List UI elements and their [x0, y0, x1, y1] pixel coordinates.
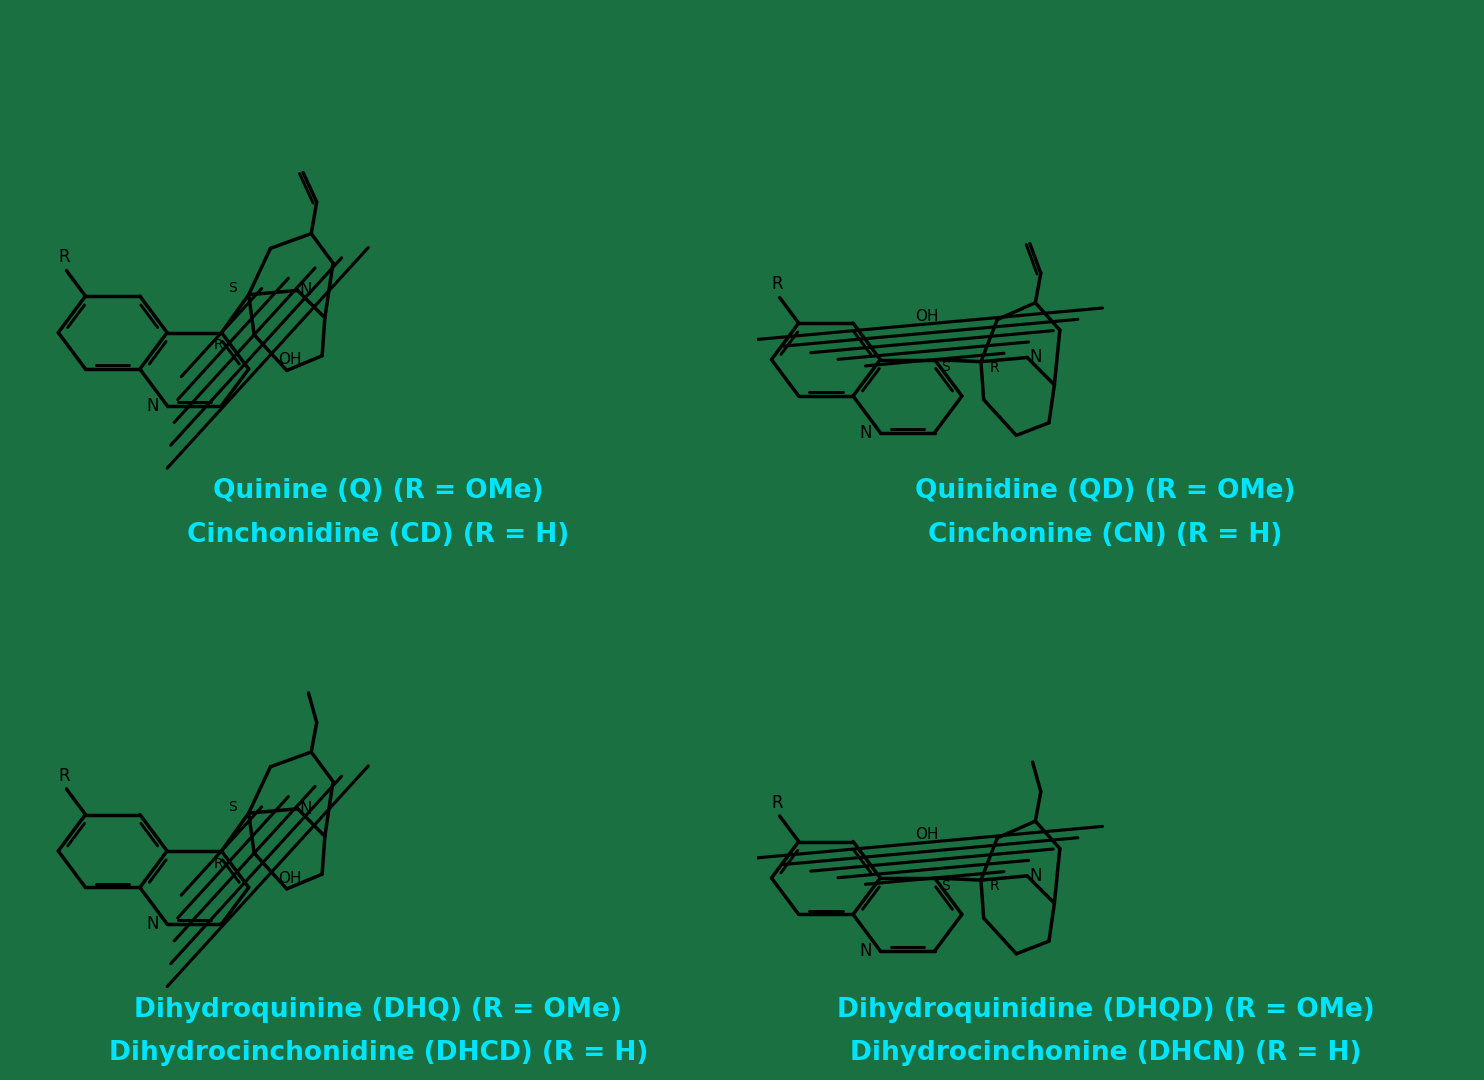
- Text: R: R: [214, 856, 224, 870]
- Text: S: S: [941, 878, 950, 892]
- Text: OH: OH: [914, 309, 938, 324]
- Text: OH: OH: [914, 827, 938, 842]
- Text: Quinine (Q) (R = OMe): Quinine (Q) (R = OMe): [214, 478, 543, 504]
- Text: N: N: [859, 942, 873, 960]
- Text: R: R: [58, 248, 70, 267]
- Text: OH: OH: [278, 870, 301, 886]
- Text: Cinchonidine (CD) (R = H): Cinchonidine (CD) (R = H): [187, 522, 570, 548]
- Text: R: R: [772, 275, 782, 294]
- Text: Dihydrocinchonidine (DHCD) (R = H): Dihydrocinchonidine (DHCD) (R = H): [108, 1040, 649, 1066]
- Text: R: R: [58, 767, 70, 785]
- Text: Cinchonine (CN) (R = H): Cinchonine (CN) (R = H): [929, 522, 1282, 548]
- Text: N: N: [147, 396, 159, 415]
- Text: S: S: [229, 282, 237, 295]
- Text: N: N: [147, 915, 159, 933]
- Text: R: R: [990, 361, 999, 375]
- Text: R: R: [214, 338, 224, 352]
- Text: S: S: [229, 800, 237, 813]
- Text: Quinidine (QD) (R = OMe): Quinidine (QD) (R = OMe): [916, 478, 1296, 504]
- Text: N: N: [859, 423, 873, 442]
- Text: N: N: [300, 800, 312, 818]
- Text: N: N: [1028, 867, 1042, 885]
- Text: Dihydroquinine (DHQ) (R = OMe): Dihydroquinine (DHQ) (R = OMe): [135, 997, 622, 1023]
- Text: R: R: [772, 794, 782, 812]
- Text: N: N: [300, 282, 312, 299]
- Text: OH: OH: [278, 352, 301, 367]
- Text: S: S: [941, 360, 950, 374]
- Text: N: N: [1028, 349, 1042, 366]
- Text: Dihydroquinidine (DHQD) (R = OMe): Dihydroquinidine (DHQD) (R = OMe): [837, 997, 1374, 1023]
- Text: R: R: [990, 879, 999, 893]
- Text: Dihydrocinchonine (DHCN) (R = H): Dihydrocinchonine (DHCN) (R = H): [850, 1040, 1361, 1066]
